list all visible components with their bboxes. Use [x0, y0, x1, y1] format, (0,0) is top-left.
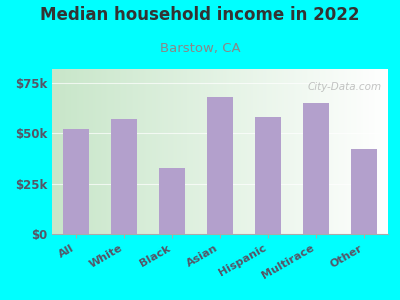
- Bar: [255, 117, 281, 234]
- Bar: [159, 168, 185, 234]
- Bar: [303, 103, 329, 234]
- Text: Median household income in 2022: Median household income in 2022: [40, 6, 360, 24]
- Text: City-Data.com: City-Data.com: [307, 82, 381, 92]
- Text: Barstow, CA: Barstow, CA: [160, 42, 240, 55]
- Bar: [207, 97, 233, 234]
- Bar: [111, 119, 137, 234]
- Bar: [63, 129, 89, 234]
- Bar: [351, 149, 377, 234]
